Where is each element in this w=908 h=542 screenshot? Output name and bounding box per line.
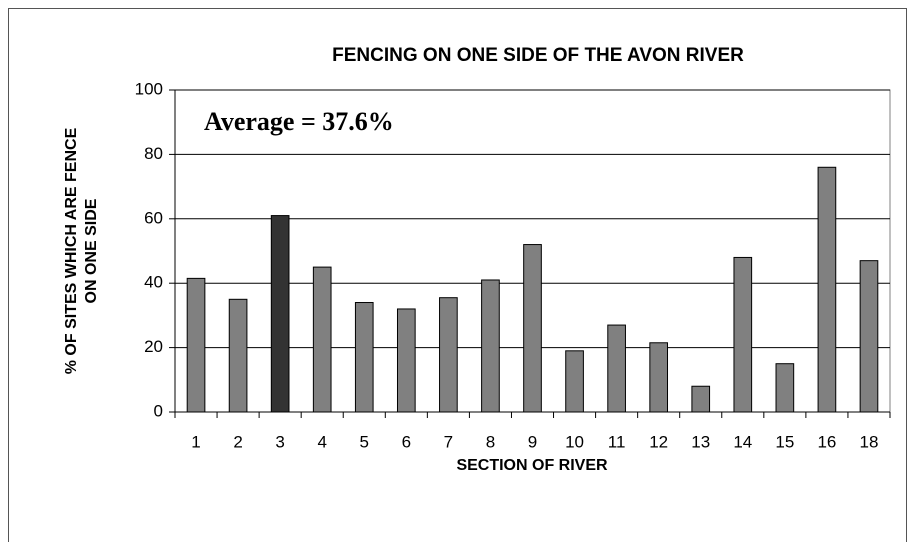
x-tick-label: 7 <box>444 432 453 451</box>
y-tick-label: 80 <box>144 144 163 163</box>
y-axis-title: % OF SITES WHICH ARE FENCE ON ONE SIDE <box>63 127 100 374</box>
x-tick-label: 3 <box>275 432 284 451</box>
x-tick-label: 18 <box>860 432 879 451</box>
x-tick-label: 2 <box>233 432 242 451</box>
x-tick-label: 14 <box>733 432 752 451</box>
x-tick-label: 11 <box>608 432 626 451</box>
bar <box>270 215 290 413</box>
x-tick-label: 8 <box>486 432 495 451</box>
x-tick-label: 6 <box>402 432 411 451</box>
bar <box>439 297 458 413</box>
x-tick-label: 15 <box>775 432 794 451</box>
bar <box>481 279 500 413</box>
x-tick-label: 1 <box>191 432 200 451</box>
y-tick-label: 40 <box>144 273 163 292</box>
annotation: Average = 37.6% <box>204 107 394 136</box>
bar <box>523 244 542 413</box>
bar <box>228 298 248 413</box>
y-axis-title-line: % OF SITES WHICH ARE FENCE <box>63 127 80 374</box>
bar <box>691 385 711 413</box>
x-tick-label: 4 <box>317 432 326 451</box>
bar <box>859 260 879 413</box>
x-tick-label: 12 <box>649 432 668 451</box>
bar <box>396 308 416 413</box>
bar <box>733 256 753 413</box>
y-tick-label: 0 <box>154 401 163 420</box>
bar <box>186 277 206 413</box>
y-tick-label: 20 <box>144 337 163 356</box>
x-tick-label: 5 <box>360 432 369 451</box>
x-tick-label: 9 <box>528 432 537 451</box>
bar <box>312 266 332 413</box>
y-tick-label: 60 <box>144 208 163 227</box>
y-axis-title-line: ON ONE SIDE <box>83 198 100 303</box>
bar <box>354 302 374 413</box>
x-tick-label: 10 <box>565 432 584 451</box>
y-tick-label: 100 <box>135 79 163 98</box>
bar <box>565 350 584 413</box>
bar <box>607 324 626 413</box>
bar <box>649 342 669 413</box>
bar <box>775 363 795 413</box>
x-tick-label: 16 <box>817 432 836 451</box>
x-tick-label: 13 <box>691 432 710 451</box>
x-axis-title: SECTION OF RIVER <box>456 457 608 474</box>
chart-title: FENCING ON ONE SIDE OF THE AVON RIVER <box>332 45 744 66</box>
bar <box>817 166 837 413</box>
